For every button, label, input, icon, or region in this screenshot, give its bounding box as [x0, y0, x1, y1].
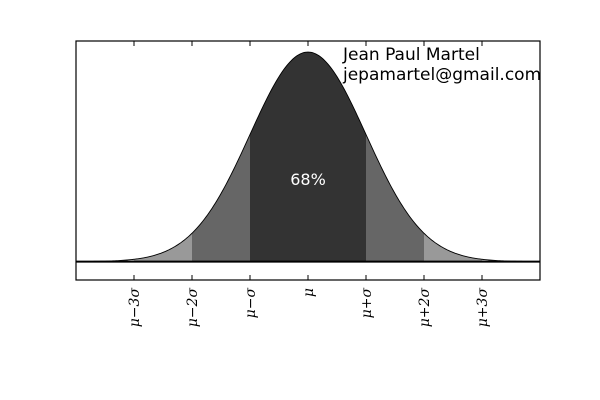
annotation-name: Jean Paul Martel — [342, 45, 480, 65]
tick-label-1: μ−2σ — [185, 288, 201, 328]
tick-label-6: μ+3σ — [475, 288, 491, 328]
density-curve — [75, 51, 541, 262]
band-0 — [250, 52, 366, 262]
x-ticks: μ−3σ μ−2σ μ−σ μ μ+σ μ+2σ μ+3σ — [127, 41, 491, 327]
tick-label-4: μ+σ — [359, 288, 375, 319]
tick-label-2: μ−σ — [243, 288, 259, 319]
tick-label-3: μ — [301, 288, 317, 297]
band-3 — [134, 233, 192, 262]
tick-label-0: μ−3σ — [127, 288, 143, 328]
center-percent-label: 68% — [290, 170, 326, 189]
band-4 — [424, 233, 482, 262]
tick-label-5: μ+2σ — [417, 288, 433, 328]
annotation-email: jepamartel@gmail.com — [342, 65, 541, 85]
